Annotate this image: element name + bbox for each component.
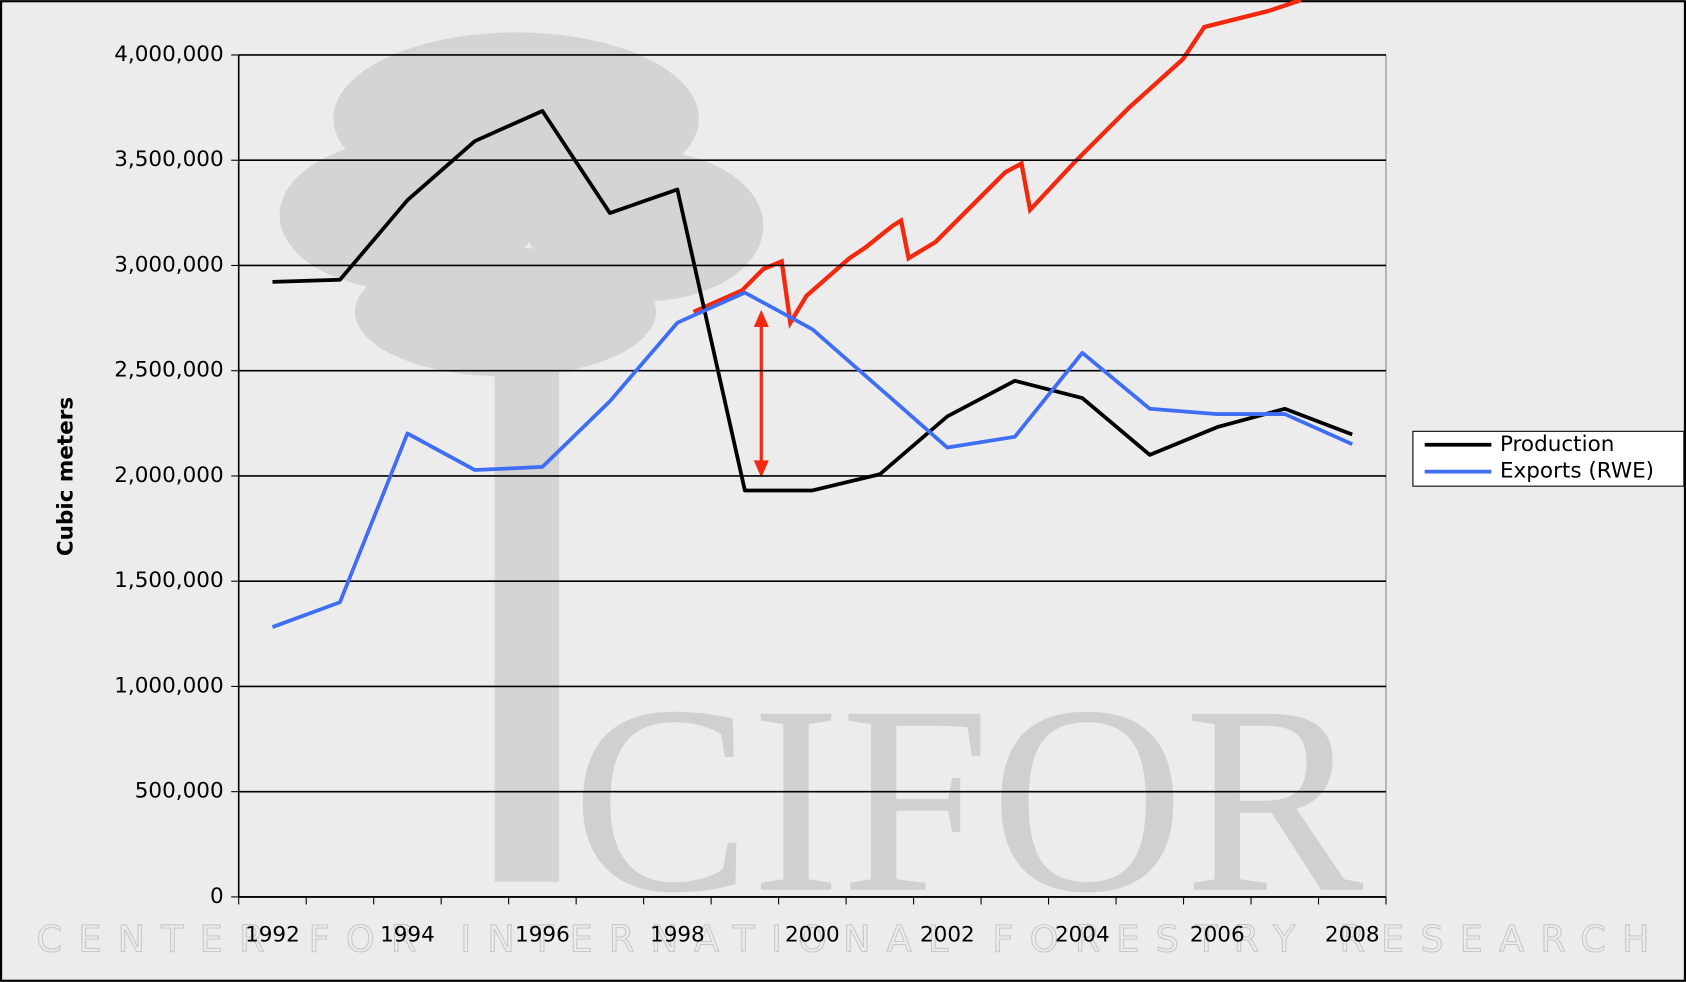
legend-label: Exports (RWE) [1500,459,1654,484]
x-tick-label: 1998 [650,923,705,948]
x-tick-label: 2002 [920,923,975,948]
y-tick-label: 500,000 [135,779,224,804]
y-tick-label: 1,000,000 [114,673,223,698]
x-tick-label: 1992 [245,923,300,948]
y-tick-label: 3,000,000 [114,252,223,277]
y-tick-label: 3,500,000 [114,147,223,172]
y-tick-label: 2,000,000 [114,463,223,488]
x-tick-label: 1996 [515,923,570,948]
y-tick-label: 1,500,000 [114,568,223,593]
x-tick-label: 1994 [380,923,435,948]
y-tick-label: 0 [210,884,224,909]
logo-watermark: CIFOR [572,651,1365,949]
x-tick-label: 2006 [1190,923,1245,948]
y-axis-title: Cubic meters [54,397,79,556]
y-tick-label: 4,000,000 [114,42,223,67]
y-tick-label: 2,500,000 [114,358,223,383]
x-tick-label: 2008 [1325,923,1380,948]
x-tick-label: 2004 [1055,923,1110,948]
legend-label: Production [1500,432,1614,457]
chart: CIFOR CENTER FOR INTERNATIONAL FORESTRY … [0,0,1686,982]
x-tick-label: 2000 [785,923,840,948]
